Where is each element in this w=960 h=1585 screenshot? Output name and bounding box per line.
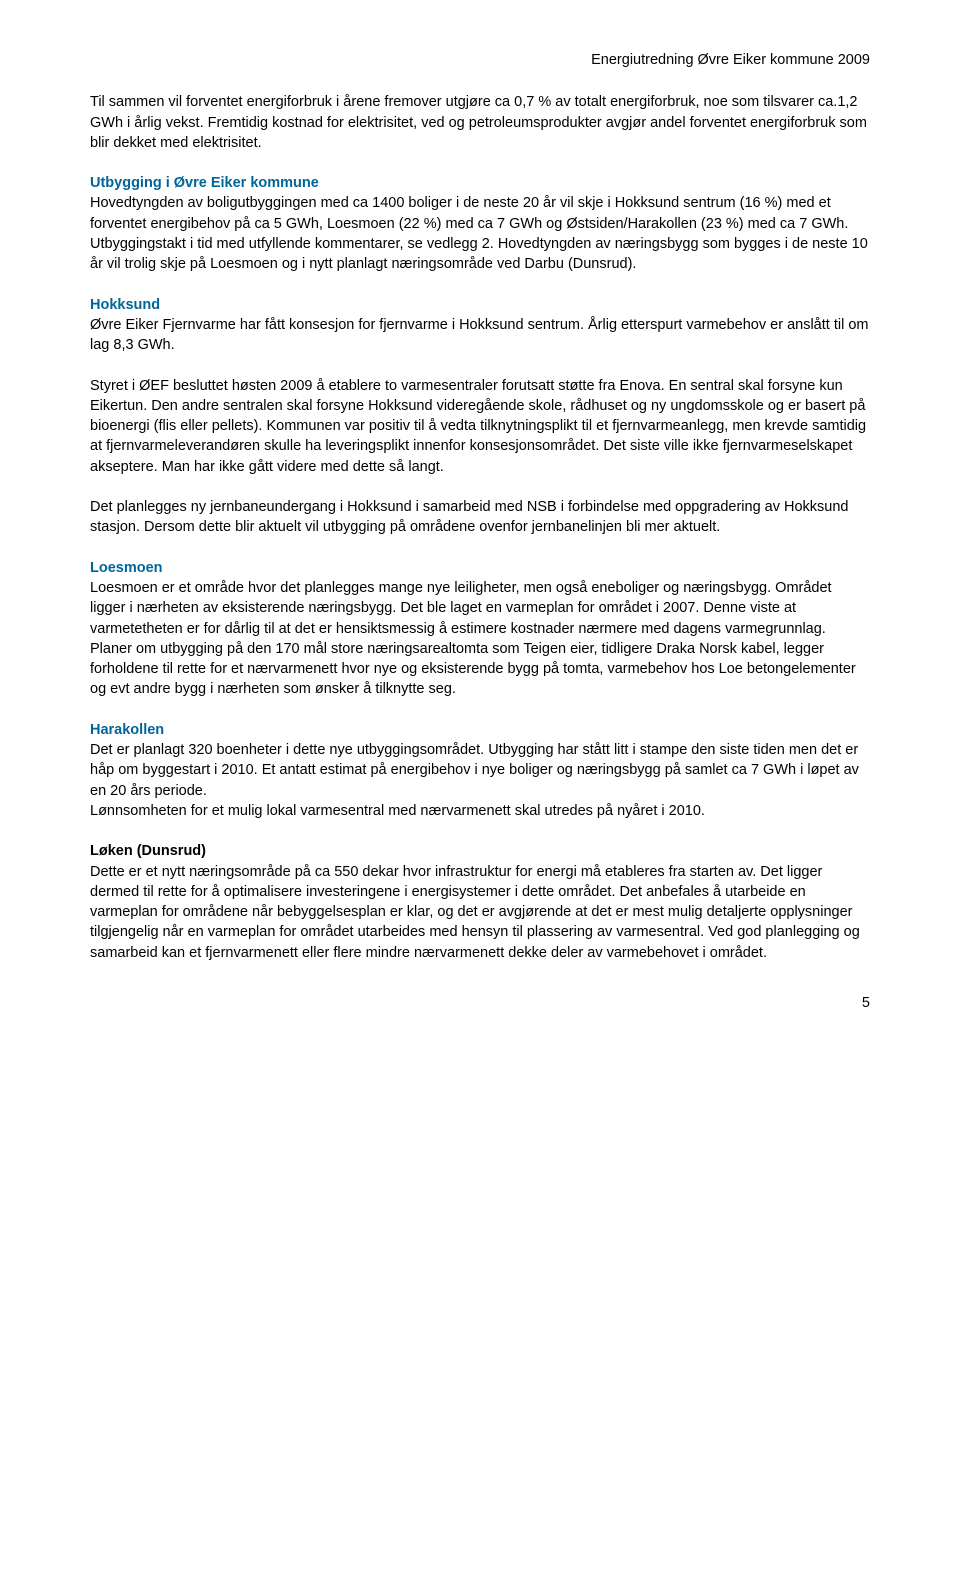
- harakollen-text-2: Lønnsomheten for et mulig lokal varmesen…: [90, 801, 870, 821]
- harakollen-text-1: Det er planlagt 320 boenheter i dette ny…: [90, 740, 870, 801]
- hokksund-section-3: Det planlegges ny jernbaneundergang i Ho…: [90, 497, 870, 538]
- loesmoen-section: Loesmoen Loesmoen er et område hvor det …: [90, 558, 870, 700]
- loken-text: Dette er et nytt næringsområde på ca 550…: [90, 862, 870, 963]
- harakollen-section: Harakollen Det er planlagt 320 boenheter…: [90, 720, 870, 821]
- loesmoen-text-1: Loesmoen er et område hvor det planlegge…: [90, 578, 870, 639]
- loken-heading: Løken (Dunsrud): [90, 841, 870, 861]
- page-number-value: 5: [862, 995, 870, 1011]
- hokksund-text-2: Styret i ØEF besluttet høsten 2009 å eta…: [90, 378, 866, 475]
- intro-paragraph: Til sammen vil forventet energiforbruk i…: [90, 92, 870, 153]
- utbygging-section: Utbygging i Øvre Eiker kommune Hovedtyng…: [90, 173, 870, 274]
- hokksund-text-1: Øvre Eiker Fjernvarme har fått konsesjon…: [90, 315, 870, 356]
- header-title: Energiutredning Øvre Eiker kommune 2009: [591, 52, 870, 68]
- loesmoen-text-2: Planer om utbygging på den 170 mål store…: [90, 639, 870, 700]
- harakollen-heading: Harakollen: [90, 720, 870, 740]
- utbygging-text: Hovedtyngden av boligutbyggingen med ca …: [90, 193, 870, 274]
- hokksund-text-3: Det planlegges ny jernbaneundergang i Ho…: [90, 499, 848, 535]
- hokksund-section-1: Hokksund Øvre Eiker Fjernvarme har fått …: [90, 295, 870, 356]
- loken-section: Løken (Dunsrud) Dette er et nytt nærings…: [90, 841, 870, 963]
- utbygging-heading: Utbygging i Øvre Eiker kommune: [90, 173, 870, 193]
- document-header: Energiutredning Øvre Eiker kommune 2009: [90, 50, 870, 70]
- hokksund-heading: Hokksund: [90, 295, 870, 315]
- hokksund-section-2: Styret i ØEF besluttet høsten 2009 å eta…: [90, 376, 870, 477]
- loesmoen-heading: Loesmoen: [90, 558, 870, 578]
- page-number: 5: [90, 993, 870, 1013]
- intro-text-2: Fremtidig kostnad for elektrisitet, ved …: [90, 115, 867, 151]
